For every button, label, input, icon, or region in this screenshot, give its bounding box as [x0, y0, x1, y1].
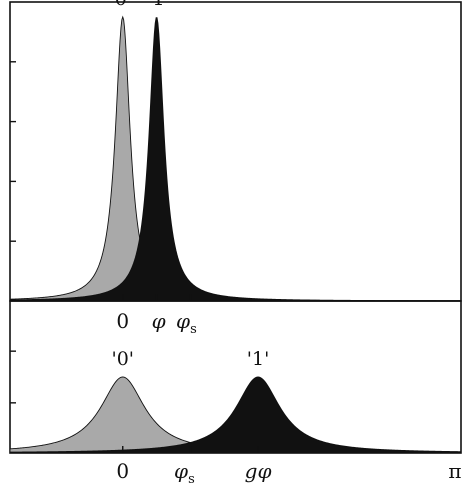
- bottom-panel: [9, 300, 462, 454]
- top-x-tick-label-0: 0: [116, 309, 129, 333]
- bottom-x-tick-label-g-phi: gφ: [245, 459, 272, 483]
- top-y-ticks: [10, 61, 16, 242]
- phi-s-sub: s: [188, 472, 195, 487]
- top-panel-frame: [9, 1, 462, 302]
- bottom-x-tick-label-pi: π: [448, 459, 461, 483]
- bottom-peak-label-1: '1': [247, 348, 270, 370]
- bottom-x-ticks: [122, 446, 259, 453]
- top-x-tick-label-phi: φ: [152, 309, 166, 333]
- top-x-ticks: [122, 294, 192, 301]
- bottom-peak-label-0: '0': [111, 348, 134, 370]
- top-panel: [9, 1, 462, 302]
- phi-s-main: φ: [174, 459, 188, 483]
- top-peak-label-1: '1': [147, 0, 170, 10]
- bottom-x-tick-label-0: 0: [116, 459, 129, 483]
- phi-s-main: φ: [176, 309, 190, 333]
- series-area-1: [9, 376, 462, 454]
- bottom-areas: [9, 376, 462, 454]
- series-area-0: [9, 15, 462, 302]
- top-areas: [9, 15, 462, 302]
- top-x-tick-label-phi-s: φs: [176, 309, 197, 337]
- bottom-x-tick-label-phi-s: φs: [174, 459, 195, 487]
- bottom-y-ticks: [10, 350, 16, 404]
- phi-s-sub: s: [190, 322, 197, 337]
- series-area-1: [9, 17, 462, 302]
- top-peak-label-0: '0': [109, 0, 132, 10]
